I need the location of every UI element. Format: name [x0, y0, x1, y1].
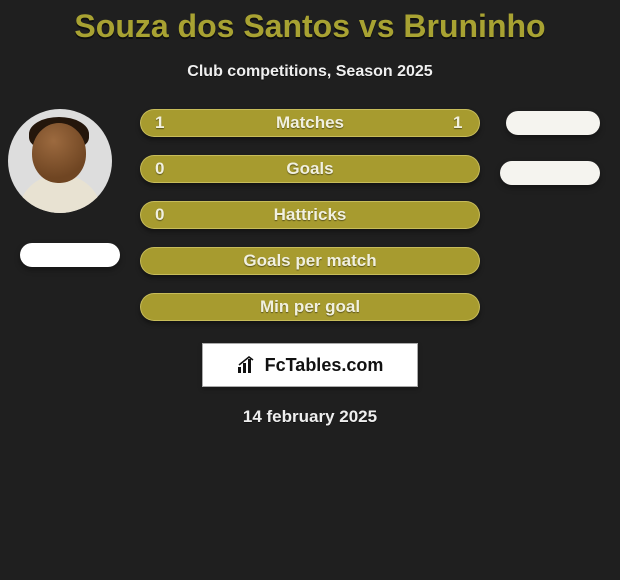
logo-text: FcTables.com [265, 355, 384, 376]
stat-row-matches: 1 Matches 1 [140, 109, 480, 137]
chart-icon [237, 356, 259, 374]
stat-left-value: 1 [155, 113, 167, 133]
stat-row-goals: 0 Goals [140, 155, 480, 183]
date-label: 14 february 2025 [0, 407, 620, 427]
stat-left-value: 0 [155, 159, 167, 179]
comparison-content: 1 Matches 1 0 Goals 0 Hattricks Goals pe… [0, 109, 620, 427]
stat-label: Goals per match [141, 251, 479, 271]
player-name-pill-right-1 [506, 111, 600, 135]
logo-box: FcTables.com [202, 343, 418, 387]
stat-label: Goals [141, 159, 479, 179]
stat-right-value: 1 [453, 113, 465, 133]
page-title: Souza dos Santos vs Bruninho [0, 0, 620, 45]
stat-left-value: 0 [155, 205, 167, 225]
stat-row-hattricks: 0 Hattricks [140, 201, 480, 229]
player-avatar-left [8, 109, 112, 213]
stats-list: 1 Matches 1 0 Goals 0 Hattricks Goals pe… [140, 109, 480, 321]
stat-label: Min per goal [141, 297, 479, 317]
subtitle: Club competitions, Season 2025 [0, 63, 620, 81]
stat-row-goals-per-match: Goals per match [140, 247, 480, 275]
player-name-pill-right-2 [500, 161, 600, 185]
stat-label: Hattricks [141, 205, 479, 225]
stat-label: Matches [141, 113, 479, 133]
avatar-head [32, 123, 86, 183]
stat-row-min-per-goal: Min per goal [140, 293, 480, 321]
player-name-pill-left [20, 243, 120, 267]
